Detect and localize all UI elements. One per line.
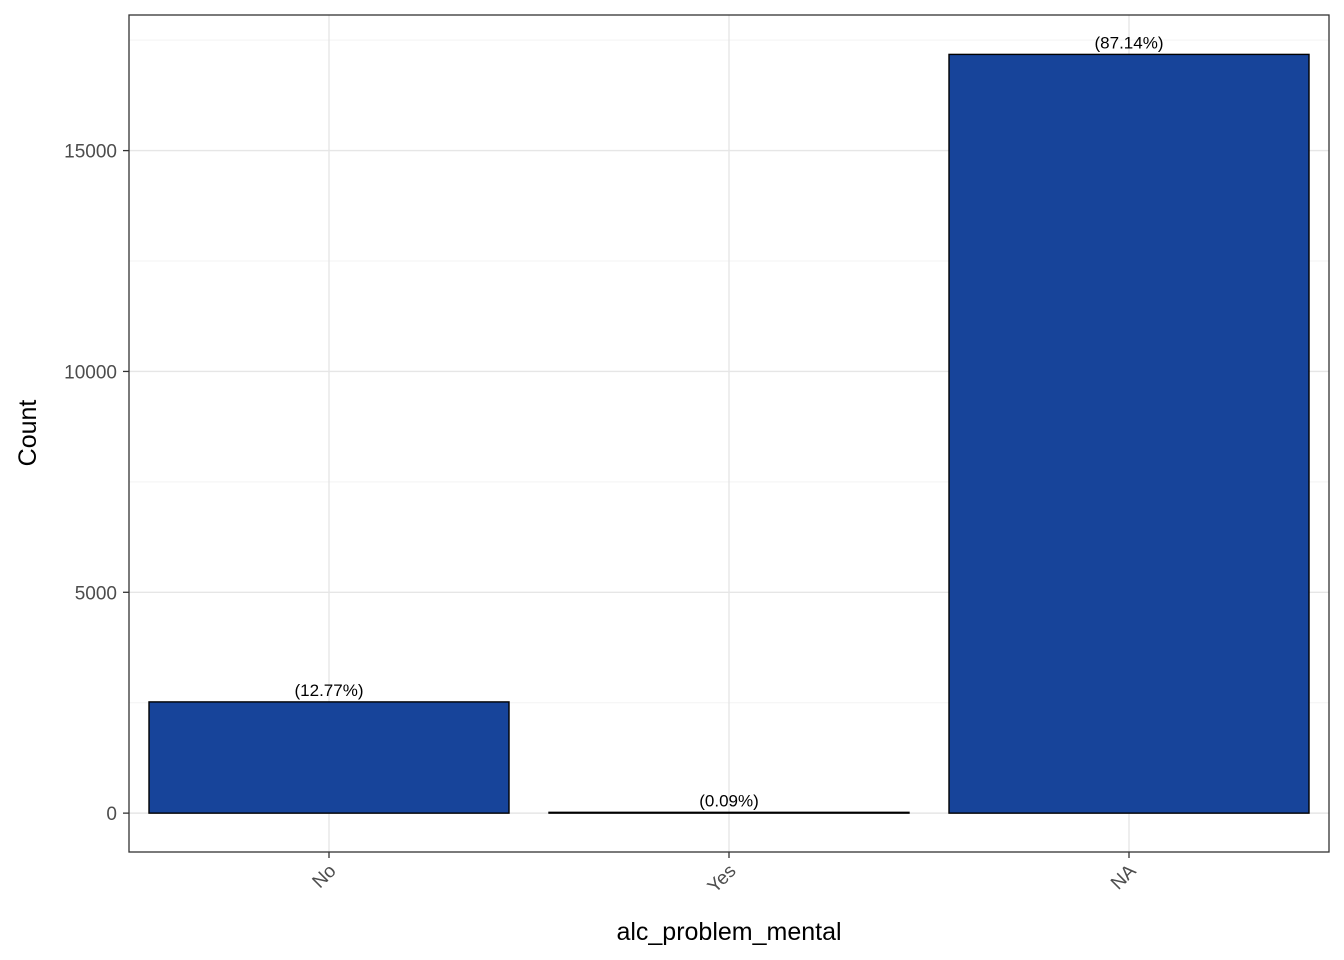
- data-label: (12.77%): [295, 681, 364, 700]
- y-tick-label: 5000: [75, 583, 117, 604]
- bar-no: [148, 701, 510, 814]
- bar-na: [948, 53, 1310, 814]
- data-label: (0.09%): [699, 791, 759, 810]
- y-tick-label: 0: [106, 804, 117, 825]
- y-tick-label: 10000: [64, 362, 117, 383]
- bars: [148, 53, 1310, 814]
- data-label: (87.14%): [1095, 33, 1164, 52]
- data-labels: (12.77%) (0.09%) (87.14%): [295, 33, 1164, 810]
- y-axis-title: Count: [14, 400, 42, 467]
- y-tick-label: 15000: [64, 142, 117, 163]
- bar-yes: [548, 811, 910, 814]
- x-axis-title: alc_problem_mental: [616, 918, 841, 946]
- y-axis: 0 5000 10000 15000: [64, 142, 129, 825]
